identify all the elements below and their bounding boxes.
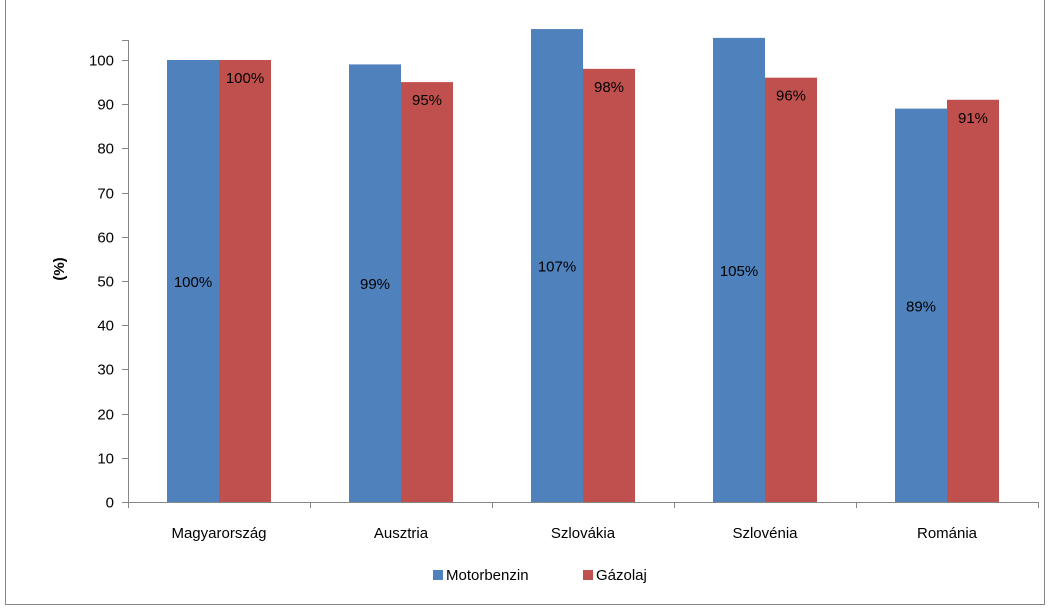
y-tick-label: 30 bbox=[97, 362, 114, 379]
y-tick-label: 90 bbox=[97, 97, 114, 114]
data-label: 100% bbox=[226, 70, 264, 87]
data-label: 107% bbox=[538, 259, 576, 276]
legend: Motorbenzin Gázolaj bbox=[433, 567, 647, 584]
data-label: 89% bbox=[906, 298, 936, 315]
bar-g-zolaj-3 bbox=[765, 77, 817, 503]
bar-motorbenzin-2 bbox=[531, 29, 583, 503]
bar-motorbenzin-0 bbox=[167, 60, 219, 502]
bar-motorbenzin-4 bbox=[895, 108, 947, 503]
bar-g-zolaj-0 bbox=[219, 60, 271, 502]
y-tick-label: 50 bbox=[97, 274, 114, 291]
y-tick-label: 60 bbox=[97, 230, 114, 247]
labels-layer: 100% 100% 99% 95% 107% 98% 105% 96% 89% 91% 0 10 20 3… bbox=[89, 53, 988, 543]
bars-layer bbox=[167, 29, 999, 503]
data-label: 100% bbox=[174, 274, 212, 291]
legend-swatch bbox=[433, 570, 443, 580]
data-label: 91% bbox=[958, 110, 988, 127]
data-label: 99% bbox=[360, 276, 390, 293]
chart-frame: 100% 100% 99% 95% 107% 98% 105% 96% 89% 91% 0 10 20 3… bbox=[5, 0, 1045, 605]
bar-motorbenzin-1 bbox=[349, 64, 401, 503]
x-category-label: Szlovénia bbox=[732, 525, 798, 542]
y-axis-title: (%) bbox=[51, 257, 68, 280]
y-tick-label: 40 bbox=[97, 318, 114, 335]
y-tick-label: 100 bbox=[89, 53, 114, 70]
y-tick-label: 80 bbox=[97, 141, 114, 158]
legend-label: Motorbenzin bbox=[446, 567, 529, 584]
bar-g-zolaj-2 bbox=[583, 68, 635, 502]
bar-motorbenzin-3 bbox=[713, 37, 765, 503]
y-tick-label: 10 bbox=[97, 451, 114, 468]
data-label: 95% bbox=[412, 92, 442, 109]
x-category-label: Románia bbox=[917, 525, 978, 542]
bar-chart: 100% 100% 99% 95% 107% 98% 105% 96% 89% 91% 0 10 20 3… bbox=[51, 29, 1039, 584]
data-label: 96% bbox=[776, 88, 806, 105]
x-category-label: Szlovákia bbox=[551, 525, 616, 542]
x-category-label: Magyarország bbox=[171, 525, 266, 542]
y-tick-label: 70 bbox=[97, 186, 114, 203]
y-tick-label: 0 bbox=[106, 495, 114, 512]
data-label: 105% bbox=[720, 263, 758, 280]
bar-g-zolaj-4 bbox=[947, 99, 999, 502]
legend-label: Gázolaj bbox=[596, 567, 647, 584]
bar-g-zolaj-1 bbox=[401, 82, 453, 502]
data-label: 98% bbox=[594, 79, 624, 96]
x-category-label: Ausztria bbox=[374, 525, 429, 542]
legend-swatch bbox=[583, 570, 593, 580]
axes-layer bbox=[122, 40, 1039, 508]
y-tick-label: 20 bbox=[97, 407, 114, 424]
